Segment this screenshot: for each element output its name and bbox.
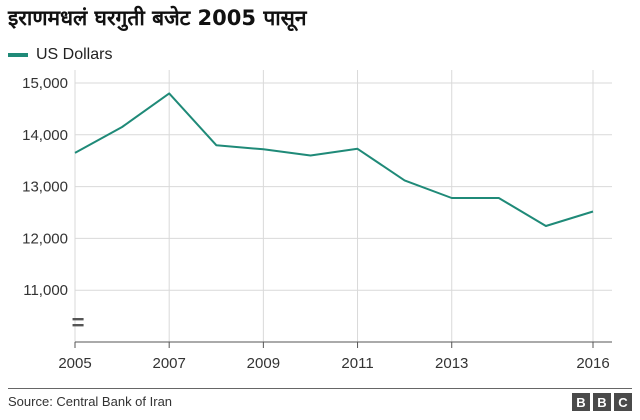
x-tick-label: 2005 [58,355,91,372]
tick-labels: 15,000 14,000 13,000 12,000 11,000 2005 2007 20… [22,75,610,372]
axes: = [72,310,612,348]
legend: US Dollars [8,46,112,64]
series-line [74,92,594,227]
y-tick-label: 15,000 [22,75,68,92]
bbc-logo-letter: C [614,393,632,411]
x-tick-label: 2016 [576,355,609,372]
y-tick-label: 14,000 [22,127,68,144]
footer-divider [8,388,632,389]
series-layer [74,92,594,227]
line-chart: = 15,000 14,000 13,000 12,000 11,000 2005 2007… [22,70,612,372]
bbc-logo-letter: B [593,393,611,411]
source-note: Source: Central Bank of Iran [8,394,173,409]
x-tick-label: 2013 [435,355,468,372]
y-tick-label: 13,000 [22,179,68,196]
axis-break-marker: = [72,310,85,335]
chart-title: इराणमधलं घरगुती बजेट 2005 पासून [8,6,307,30]
bbc-logo: B B C [572,393,632,411]
x-tick-label: 2009 [247,355,280,372]
gridlines [74,70,612,342]
bbc-logo-letter: B [572,393,590,411]
y-tick-label: 11,000 [23,282,68,299]
legend-label: US Dollars [36,46,113,63]
y-tick-label: 12,000 [22,230,68,247]
x-tick-label: 2011 [341,355,373,372]
legend-swatch [8,53,28,57]
x-tick-label: 2007 [152,355,185,372]
